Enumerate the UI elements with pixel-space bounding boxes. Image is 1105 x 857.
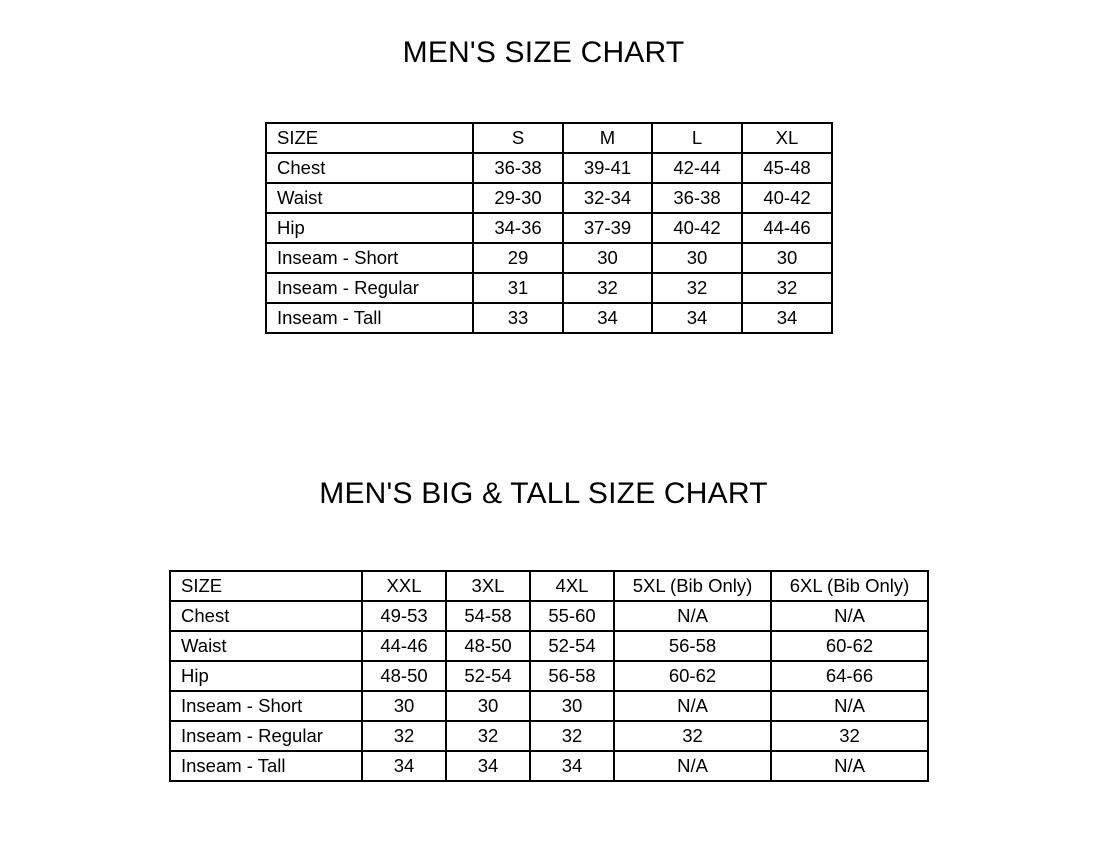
header-cell: 3XL xyxy=(445,570,531,602)
table-cell: 32 xyxy=(741,272,833,304)
table-cell: 32 xyxy=(613,720,772,752)
table-cell: 32-34 xyxy=(562,182,653,214)
mens-big-tall-size-chart-title: MEN'S BIG & TALL SIZE CHART xyxy=(319,477,768,510)
table-cell: 40-42 xyxy=(651,212,743,244)
mens-size-table: SIZE S M L XL Chest 36-38 39-41 42-44 45-48 Waist 2… xyxy=(265,122,833,334)
row-label-cell: Hip xyxy=(265,212,474,244)
table-cell: 34 xyxy=(529,750,615,782)
mens-big-tall-size-table: SIZE XXL 3XL 4XL 5XL (Bib Only) 6XL (Bib Only… xyxy=(169,570,929,782)
header-cell: XXL xyxy=(361,570,447,602)
table-cell: 32 xyxy=(770,720,929,752)
header-cell: 6XL (Bib Only) xyxy=(770,570,929,602)
table-cell: 60-62 xyxy=(770,630,929,662)
row-label-cell: Inseam - Short xyxy=(169,690,363,722)
table-cell: 60-62 xyxy=(613,660,772,692)
table-cell: N/A xyxy=(770,750,929,782)
table-cell: N/A xyxy=(770,690,929,722)
table-cell: 34 xyxy=(562,302,653,334)
table-cell: 42-44 xyxy=(651,152,743,184)
table-cell: N/A xyxy=(613,690,772,722)
table-cell: 39-41 xyxy=(562,152,653,184)
table-cell: 37-39 xyxy=(562,212,653,244)
table-row: Waist 44-46 48-50 52-54 56-58 60-62 xyxy=(169,630,929,662)
table-cell: 30 xyxy=(361,690,447,722)
table-cell: 32 xyxy=(562,272,653,304)
header-cell: 5XL (Bib Only) xyxy=(613,570,772,602)
row-label-cell: Waist xyxy=(169,630,363,662)
table-cell: 30 xyxy=(445,690,531,722)
table-cell: 34 xyxy=(651,302,743,334)
table-row: Chest 49-53 54-58 55-60 N/A N/A xyxy=(169,600,929,632)
table-cell: 30 xyxy=(562,242,653,274)
table-cell: 34 xyxy=(741,302,833,334)
table-row: Inseam - Regular 31 32 32 32 xyxy=(265,272,833,304)
header-cell: XL xyxy=(741,122,833,154)
table-cell: 64-66 xyxy=(770,660,929,692)
row-label-cell: Inseam - Tall xyxy=(265,302,474,334)
header-cell: SIZE xyxy=(265,122,474,154)
row-label-cell: Inseam - Short xyxy=(265,242,474,274)
table-cell: 36-38 xyxy=(472,152,564,184)
table-cell: 30 xyxy=(529,690,615,722)
table-cell: 56-58 xyxy=(529,660,615,692)
table-row: Waist 29-30 32-34 36-38 40-42 xyxy=(265,182,833,214)
table-cell: 55-60 xyxy=(529,600,615,632)
table-row: Chest 36-38 39-41 42-44 45-48 xyxy=(265,152,833,184)
table-row: Inseam - Tall 33 34 34 34 xyxy=(265,302,833,334)
table-cell: N/A xyxy=(770,600,929,632)
table-cell: 32 xyxy=(651,272,743,304)
table-cell: N/A xyxy=(613,750,772,782)
table-row: Hip 34-36 37-39 40-42 44-46 xyxy=(265,212,833,244)
table-row: Inseam - Regular 32 32 32 32 32 xyxy=(169,720,929,752)
row-label-cell: Inseam - Regular xyxy=(265,272,474,304)
header-cell: L xyxy=(651,122,743,154)
row-label-cell: Waist xyxy=(265,182,474,214)
table-cell: 45-48 xyxy=(741,152,833,184)
table-cell: 30 xyxy=(741,242,833,274)
row-label-cell: Chest xyxy=(265,152,474,184)
table-cell: 56-58 xyxy=(613,630,772,662)
table-cell: 49-53 xyxy=(361,600,447,632)
table-cell: 31 xyxy=(472,272,564,304)
table-row: Hip 48-50 52-54 56-58 60-62 64-66 xyxy=(169,660,929,692)
table-row: Inseam - Tall 34 34 34 N/A N/A xyxy=(169,750,929,782)
table-cell: 48-50 xyxy=(361,660,447,692)
table-cell: 34 xyxy=(445,750,531,782)
header-row: SIZE XXL 3XL 4XL 5XL (Bib Only) 6XL (Bib Only… xyxy=(169,570,929,602)
table-cell: 33 xyxy=(472,302,564,334)
table-cell: 36-38 xyxy=(651,182,743,214)
header-cell: M xyxy=(562,122,653,154)
table-row: Inseam - Short 29 30 30 30 xyxy=(265,242,833,274)
table-cell: 54-58 xyxy=(445,600,531,632)
header-row: SIZE S M L XL xyxy=(265,122,833,154)
table-row: Inseam - Short 30 30 30 N/A N/A xyxy=(169,690,929,722)
header-cell: SIZE xyxy=(169,570,363,602)
table-cell: 32 xyxy=(529,720,615,752)
header-cell: S xyxy=(472,122,564,154)
table-cell: 52-54 xyxy=(445,660,531,692)
row-label-cell: Inseam - Regular xyxy=(169,720,363,752)
table-cell: 34-36 xyxy=(472,212,564,244)
table-cell: N/A xyxy=(613,600,772,632)
table-cell: 40-42 xyxy=(741,182,833,214)
header-cell: 4XL xyxy=(529,570,615,602)
table-cell: 44-46 xyxy=(361,630,447,662)
table-cell: 52-54 xyxy=(529,630,615,662)
table-cell: 48-50 xyxy=(445,630,531,662)
table-cell: 34 xyxy=(361,750,447,782)
table-cell: 44-46 xyxy=(741,212,833,244)
mens-size-chart-title: MEN'S SIZE CHART xyxy=(402,36,685,69)
table-cell: 29 xyxy=(472,242,564,274)
table-cell: 32 xyxy=(445,720,531,752)
row-label-cell: Inseam - Tall xyxy=(169,750,363,782)
table-cell: 30 xyxy=(651,242,743,274)
row-label-cell: Chest xyxy=(169,600,363,632)
row-label-cell: Hip xyxy=(169,660,363,692)
table-cell: 29-30 xyxy=(472,182,564,214)
table-cell: 32 xyxy=(361,720,447,752)
